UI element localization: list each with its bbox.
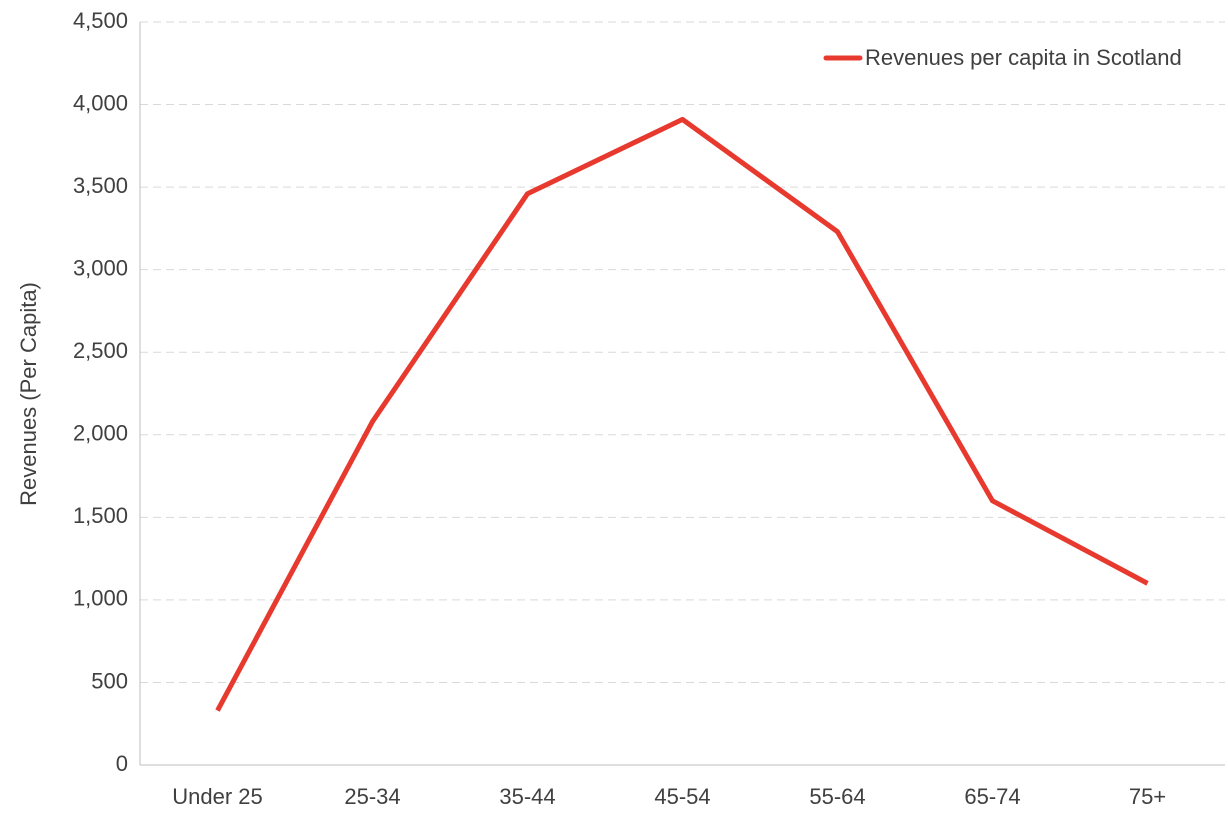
y-tick-label: 2,000 bbox=[73, 421, 128, 446]
y-tick-label: 500 bbox=[91, 668, 128, 693]
y-tick-label: 2,500 bbox=[73, 338, 128, 363]
line-series bbox=[215, 116, 1149, 712]
y-tick-label: 3,500 bbox=[73, 173, 128, 198]
y-axis-label: Revenues (Per Capita) bbox=[16, 282, 41, 506]
y-tick-label: 3,000 bbox=[73, 255, 128, 280]
x-tick-label: 25-34 bbox=[344, 784, 400, 809]
y-tick-label: 1,500 bbox=[73, 503, 128, 528]
x-tick-label: 65-74 bbox=[964, 784, 1020, 809]
x-tick-label: 55-64 bbox=[809, 784, 865, 809]
x-tick-label: Under 25 bbox=[172, 784, 263, 809]
y-tick-label: 4,500 bbox=[73, 8, 128, 33]
y-tick-label: 0 bbox=[116, 751, 128, 776]
y-tick-label: 1,000 bbox=[73, 586, 128, 611]
x-tick-label: 35-44 bbox=[499, 784, 555, 809]
legend-label: Revenues per capita in Scotland bbox=[865, 45, 1182, 70]
x-tick-label: 75+ bbox=[1129, 784, 1166, 809]
y-tick-label: 4,000 bbox=[73, 90, 128, 115]
x-tick-label: 45-54 bbox=[654, 784, 710, 809]
